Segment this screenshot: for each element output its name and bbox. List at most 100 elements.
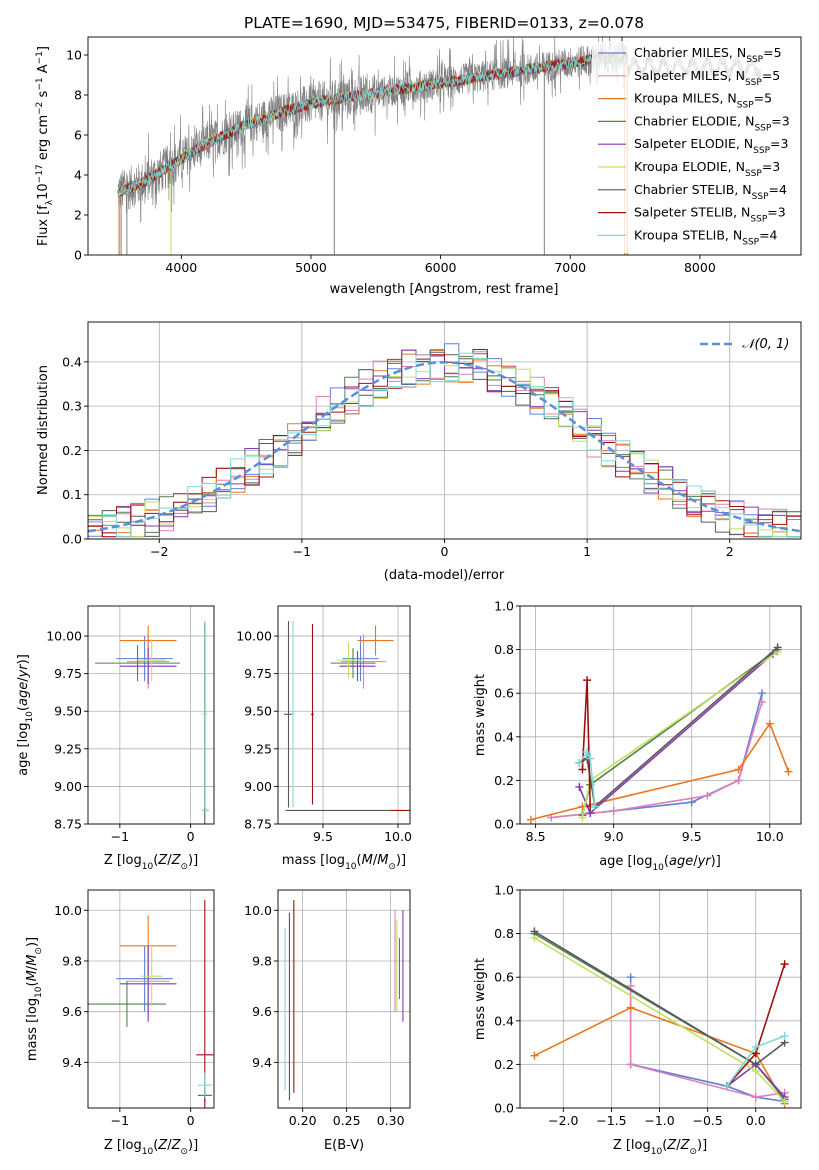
normal-curve [88, 361, 801, 533]
y-tick-label: 10.0 [244, 903, 272, 918]
chart-title: PLATE=1690, MJD=53475, FIBERID=0133, z=0… [244, 14, 644, 32]
x-tick-label: 0 [187, 829, 195, 844]
x-tick-label: −0.5 [692, 1113, 722, 1128]
legend-label: Kroupa STELIB, NSSP=4 [634, 227, 778, 247]
y-tick-label: 9.8 [62, 953, 82, 968]
y-tick-label: 0.6 [494, 686, 514, 701]
axes-frame [277, 889, 411, 1109]
y-tick-label: 1.0 [494, 883, 514, 898]
x-tick-label: 8.5 [526, 829, 546, 844]
axes-frame [277, 605, 411, 825]
mass-vs-EBV-panel: 0.20 0.25 0.30 9.4 9.6 9.8 10.0 E(B-V) [244, 889, 411, 1153]
y-axis-label: age [log10(age/yr)] [16, 654, 35, 776]
legend-label: Salpeter MILES, NSSP=5 [634, 68, 780, 88]
age-vs-Z-panel: −1 0 8.75 9.00 9.25 9.50 9.75 10.00 Z [log10(Z/Z… [16, 605, 215, 872]
y-tick-label: 0.2 [494, 1057, 514, 1072]
y-tick-label: 9.25 [244, 741, 272, 756]
y-tick-label: 9.75 [54, 666, 82, 681]
weight-marker [583, 676, 592, 685]
weight-marker [780, 1032, 789, 1041]
massweight-vs-Z-panel: −2.0 −1.5 −1.0 −0.5 0.0 0.0 0.2 0.4 0.6 0.8 1.0 mas… [473, 883, 802, 1157]
weight-marker [734, 776, 743, 785]
weight-marker [526, 815, 535, 824]
weight-line-salpeter-miles [629, 985, 785, 1098]
legend-label: Chabrier ELODIE, NSSP=3 [634, 113, 790, 133]
x-tick-label: 10.0 [756, 829, 784, 844]
x-tick-label: −1.5 [596, 1113, 626, 1128]
y-tick-label: 0.0 [494, 1101, 514, 1116]
y-tick-label: 0.6 [494, 970, 514, 985]
legend-label: 𝒩(0, 1) [742, 337, 789, 352]
weight-marker [626, 1060, 635, 1069]
mass-vs-Z-panel: −1 0 9.4 9.6 9.8 10.0 Z [log10(Z/Z⊙)] mass [log… [25, 889, 215, 1157]
y-tick-label: 0.4 [494, 1013, 514, 1028]
axes-frame [87, 36, 802, 256]
axes-frame [519, 605, 802, 825]
y-axis-label: Normed distribution [36, 365, 51, 495]
weight-line-kroupa-miles [534, 1006, 786, 1104]
y-tick-label: 9.6 [62, 1004, 82, 1019]
y-tick-label: 0.8 [494, 642, 514, 657]
y-tick-label: 9.50 [54, 704, 82, 719]
y-tick-label: 0.8 [494, 926, 514, 941]
x-tick-label: 5000 [295, 260, 327, 275]
legend: Chabrier MILES, NSSP=5 Salpeter MILES, NS… [592, 41, 797, 253]
weight-marker [578, 765, 587, 774]
x-tick-label: −1 [111, 1113, 129, 1128]
weight-marker [765, 719, 774, 728]
legend-box [592, 41, 797, 253]
x-tick-label: 7000 [554, 260, 586, 275]
weight-marker [780, 1097, 789, 1106]
x-tick-label: 6000 [425, 260, 457, 275]
x-tick-label: −2.0 [548, 1113, 578, 1128]
y-tick-label: 6 [74, 128, 82, 143]
mass-vs-Z-panel-plot-area [88, 900, 214, 1108]
y-tick-label: 0.0 [62, 532, 82, 547]
age-vs-mass-panel-grid [278, 606, 410, 825]
x-tick-label: 0.20 [289, 1113, 317, 1128]
y-tick-label: 8.75 [54, 817, 82, 832]
age-vs-mass-panel-plot-area [284, 621, 410, 812]
y-axis-label: mass [log10(M/M⊙)] [25, 937, 44, 1061]
weight-marker [751, 1042, 760, 1051]
x-tick-label: −1.0 [644, 1113, 674, 1128]
y-tick-label: 9.00 [244, 779, 272, 794]
weight-marker [575, 758, 584, 767]
axes-frame [87, 889, 215, 1109]
histogram-panel-plot-area [88, 343, 801, 538]
y-axis-label: Flux [fλ10−17 erg cm−2 s−1 A−1] [35, 46, 55, 246]
age-vs-Z-panel-grid [88, 606, 214, 825]
x-tick-label: −1 [293, 544, 311, 559]
weight-marker [773, 643, 782, 652]
weight-marker [586, 754, 595, 763]
weight-marker [590, 802, 599, 811]
histogram-salpeter-miles [88, 351, 801, 538]
x-axis-label: E(B-V) [324, 1138, 364, 1153]
y-tick-label: 9.4 [62, 1055, 82, 1070]
weight-marker [703, 791, 712, 800]
x-tick-label: 9.5 [313, 829, 333, 844]
y-tick-label: 10.0 [54, 903, 82, 918]
weight-marker [751, 1060, 760, 1069]
weight-marker [780, 960, 789, 969]
y-tick-label: 2 [74, 208, 82, 223]
x-axis-label: Z [log10(Z/Z⊙)] [104, 853, 198, 872]
y-tick-label: 10.00 [236, 629, 272, 644]
weight-marker [784, 767, 793, 776]
y-tick-label: 0.1 [62, 487, 82, 502]
y-axis-label: mass weight [473, 958, 488, 1040]
legend-label: Kroupa ELODIE, NSSP=3 [634, 159, 780, 179]
histogram-panel: −2 −1 0 1 2 0.0 0.1 0.2 0.3 0.4 𝒩(0, 1) (data-model… [36, 321, 802, 583]
y-tick-label: 9.6 [252, 1004, 272, 1019]
x-tick-label: −2 [150, 544, 168, 559]
y-tick-label: 0.0 [494, 817, 514, 832]
weight-line-kroupa-stelib [578, 750, 596, 807]
mass-vs-EBV-panel-plot-area [284, 900, 404, 1101]
weight-marker [722, 1082, 731, 1091]
y-tick-label: 0 [74, 248, 82, 263]
y-tick-label: 0.4 [494, 729, 514, 744]
x-axis-label: (data-model)/error [384, 568, 505, 583]
legend-label: Chabrier MILES, NSSP=5 [634, 45, 782, 65]
y-axis-label: mass weight [473, 674, 488, 756]
